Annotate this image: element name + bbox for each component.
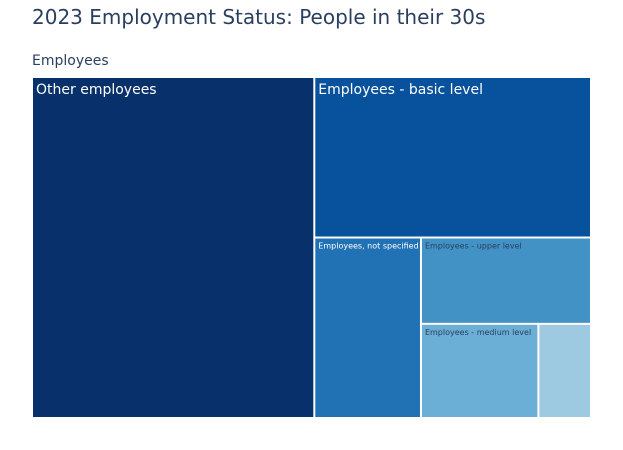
chart-title: 2023 Employment Status: People in their … (32, 5, 486, 29)
treemap-tile-label: Employees - basic level (318, 82, 483, 98)
treemap-tile-label: Employees - upper level (425, 242, 522, 251)
treemap-tile-label: Employees - medium level (425, 328, 531, 337)
treemap-tile[interactable] (539, 324, 590, 417)
treemap-tile[interactable] (33, 78, 314, 417)
treemap-tile[interactable] (421, 238, 590, 323)
treemap-pathbar[interactable]: Employees (32, 53, 109, 69)
treemap-tile[interactable] (421, 324, 538, 417)
treemap-tile-label: Employees, not specified (318, 242, 418, 251)
treemap-tile[interactable] (315, 238, 420, 417)
treemap-tile[interactable] (315, 78, 590, 237)
treemap-tile-label: Other employees (36, 82, 157, 98)
